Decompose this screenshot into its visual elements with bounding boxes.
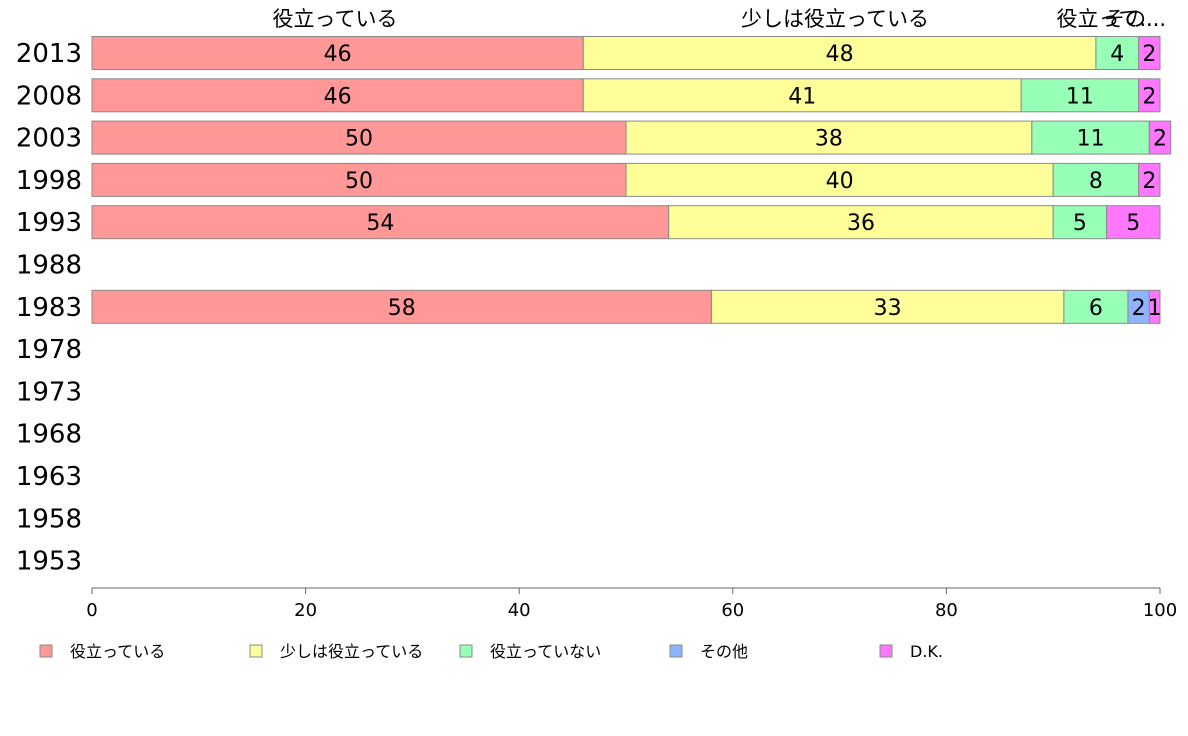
y-tick-label: 1958 [16, 504, 82, 534]
x-tick-label: 80 [935, 600, 958, 621]
x-tick-label: 40 [508, 600, 531, 621]
y-tick-label: 1973 [16, 377, 82, 407]
y-axis-labels: 2013 2008 2003 1998 1993 1988 1983 1978 1973 1968… [16, 39, 82, 577]
data-label: 58 [388, 296, 416, 321]
bar-segment [1148, 120, 1172, 155]
x-tick-label: 0 [86, 600, 97, 621]
bar-segment [1148, 289, 1161, 324]
y-tick-label: 1983 [16, 293, 82, 323]
y-tick-label: 2013 [16, 39, 82, 69]
top-series-label: 役立っている [273, 7, 398, 31]
data-label: 11 [1077, 127, 1105, 152]
legend-label: 少しは役立っている [280, 642, 423, 661]
legend-swatch [39, 644, 53, 658]
bar-segment [91, 120, 627, 155]
legend: 役立っている 少しは役立っている 役立っていない その他 D.K. [39, 642, 943, 661]
legend-swatch [459, 644, 473, 658]
bar-segment [625, 162, 1054, 197]
data-label: 33 [874, 296, 902, 321]
data-label: 8 [1089, 169, 1103, 194]
legend-label: D.K. [910, 642, 943, 661]
data-label: 48 [826, 42, 854, 67]
bar-segment [625, 120, 1033, 155]
legend-label: 役立っている [70, 642, 165, 661]
data-label: 54 [366, 211, 394, 236]
data-label: 50 [345, 127, 373, 152]
data-label: 2 [1142, 42, 1156, 67]
y-tick-label: 1998 [16, 166, 82, 196]
data-label: 1 [1148, 296, 1162, 321]
bar-segment [710, 289, 1065, 324]
x-tick-label: 20 [294, 600, 317, 621]
data-label: 5 [1073, 211, 1087, 236]
data-label: 4 [1110, 42, 1124, 67]
data-label: 46 [324, 42, 352, 67]
data-label: 11 [1066, 84, 1094, 109]
y-tick-label: 1993 [16, 208, 82, 238]
x-axis: 0 20 40 60 80 100 [86, 587, 1177, 621]
bar-segment [1095, 36, 1140, 70]
x-tick-label: 60 [721, 600, 744, 621]
data-label: 41 [788, 84, 816, 109]
bar-segment [1138, 36, 1161, 70]
bar-segment [91, 289, 712, 324]
x-tick-label: 100 [1143, 600, 1177, 621]
bar-segment [1031, 120, 1150, 155]
legend-swatch [879, 644, 893, 658]
bar-segment [1138, 78, 1161, 113]
data-label: 6 [1089, 296, 1103, 321]
legend-swatch [669, 644, 683, 658]
data-label: 2 [1142, 169, 1156, 194]
data-label: 36 [847, 211, 875, 236]
bar-segment [582, 78, 1022, 113]
bar-segment [91, 36, 584, 70]
bar-segment [1020, 78, 1140, 113]
y-tick-label: 1963 [16, 462, 82, 492]
top-series-labels: 役立っている 少しは役立っている 役立って...その... [273, 7, 1166, 31]
bars: 46 48 4 246 41 11 250 38 11 250 40 8 254 36 5 558 33 6 2 1 [91, 36, 1172, 324]
bar-segment [1106, 205, 1161, 240]
y-tick-label: 1968 [16, 420, 82, 450]
legend-label: その他 [700, 642, 748, 661]
y-tick-label: 2003 [16, 124, 82, 154]
data-label: 40 [826, 169, 854, 194]
data-label: 2 [1142, 84, 1156, 109]
data-label: 2 [1153, 127, 1167, 152]
bar-segment [1063, 289, 1129, 324]
y-tick-label: 1988 [16, 251, 82, 281]
bar-segment [91, 162, 627, 197]
bar-segment [1138, 162, 1161, 197]
bar-segment [582, 36, 1097, 70]
bar-segment [91, 78, 584, 113]
data-label: 5 [1126, 211, 1140, 236]
top-series-label: その... [1104, 7, 1166, 31]
bar-segment [91, 205, 670, 240]
y-tick-label: 1953 [16, 547, 82, 577]
data-label: 46 [324, 84, 352, 109]
data-label: 50 [345, 169, 373, 194]
bar-segment [668, 205, 1054, 240]
legend-swatch [249, 644, 263, 658]
data-label: 38 [815, 127, 843, 152]
y-tick-label: 1978 [16, 335, 82, 365]
legend-label: 役立っていない [490, 642, 601, 661]
data-label: 2 [1132, 296, 1146, 321]
y-tick-label: 2008 [16, 81, 82, 111]
top-series-label: 役立って... [1057, 7, 1160, 31]
top-series-label: 少しは役立っている [741, 7, 929, 31]
